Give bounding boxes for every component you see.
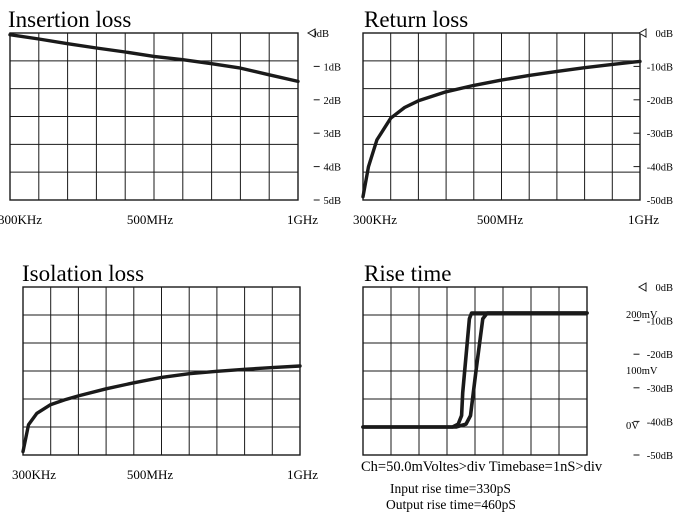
series-line: [8, 33, 300, 84]
chart-title: Insertion loss: [8, 7, 131, 32]
chart-panel-3: Isolation loss 300KHz 500MHz 1GHz 0dB -10dB -2…: [12, 261, 673, 482]
x-tick-label: 500MHz: [127, 467, 173, 482]
input-rise-time-note: Input rise time=330pS: [390, 481, 511, 496]
chart-panel-2: Return loss 300KHz 500MHz 1GHz 0dB -10dB -20dB…: [353, 7, 673, 227]
series-line: [361, 59, 642, 199]
y-tick-label: -10dB: [647, 62, 673, 73]
y-tick-label: -40dB: [647, 417, 673, 428]
chart-title: Return loss: [364, 7, 468, 32]
x-tick-label: 300KHz: [0, 212, 42, 227]
y-tick-label: -30dB: [647, 129, 673, 140]
y-tick-label: 2dB: [323, 96, 341, 107]
y-tick-label: 0dB: [311, 29, 329, 40]
y-tick-label: -30dB: [647, 384, 673, 395]
x-tick-label: 500MHz: [477, 212, 523, 227]
x-tick-label: 1GHz: [287, 467, 318, 482]
reference-marker-icon: [637, 28, 647, 38]
y-tick-label: -20dB: [647, 350, 673, 361]
y-tick-label: 100mV: [626, 366, 658, 377]
reference-marker-icon: [306, 28, 316, 38]
x-tick-label: 300KHz: [12, 467, 56, 482]
y-tick-label: 3dB: [323, 129, 341, 140]
chart-panel-4: Rise time 200mV 100mV 0V Ch=50.0mVoltes>div …: [361, 261, 658, 512]
chart-panel-1: Insertion loss 300KHz 500MHz 1GHz 0dB 1dB 2dB 3…: [0, 7, 341, 227]
y-tick-label: -50dB: [647, 196, 673, 207]
x-tick-label: 1GHz: [628, 212, 659, 227]
scope-settings-note: Ch=50.0mVoltes>div Timebase=1nS>div: [361, 459, 603, 475]
y-tick-label: -50dB: [647, 451, 673, 462]
chart-title: Isolation loss: [22, 261, 144, 286]
x-tick-label: 500MHz: [127, 212, 173, 227]
y-tick-label: -20dB: [647, 96, 673, 107]
output-rise-time-note: Output rise time=460pS: [386, 497, 516, 512]
chart-title: Rise time: [364, 261, 452, 286]
y-tick-label: 0V: [626, 421, 639, 432]
series-line: [21, 364, 302, 454]
reference-marker-icon: [637, 282, 647, 292]
y-tick-label: -40dB: [647, 163, 673, 174]
y-tick-label: 0dB: [655, 283, 673, 294]
y-tick-label: 5dB: [323, 196, 341, 207]
y-tick-label: 1dB: [323, 62, 341, 73]
x-tick-label: 1GHz: [287, 212, 318, 227]
x-tick-label: 300KHz: [353, 212, 397, 227]
y-tick-label: 0dB: [655, 29, 673, 40]
y-tick-label: 4dB: [323, 163, 341, 174]
series-line: [361, 311, 589, 429]
y-tick-label: 200mV: [626, 310, 658, 321]
y-tick-label: -10dB: [647, 317, 673, 328]
